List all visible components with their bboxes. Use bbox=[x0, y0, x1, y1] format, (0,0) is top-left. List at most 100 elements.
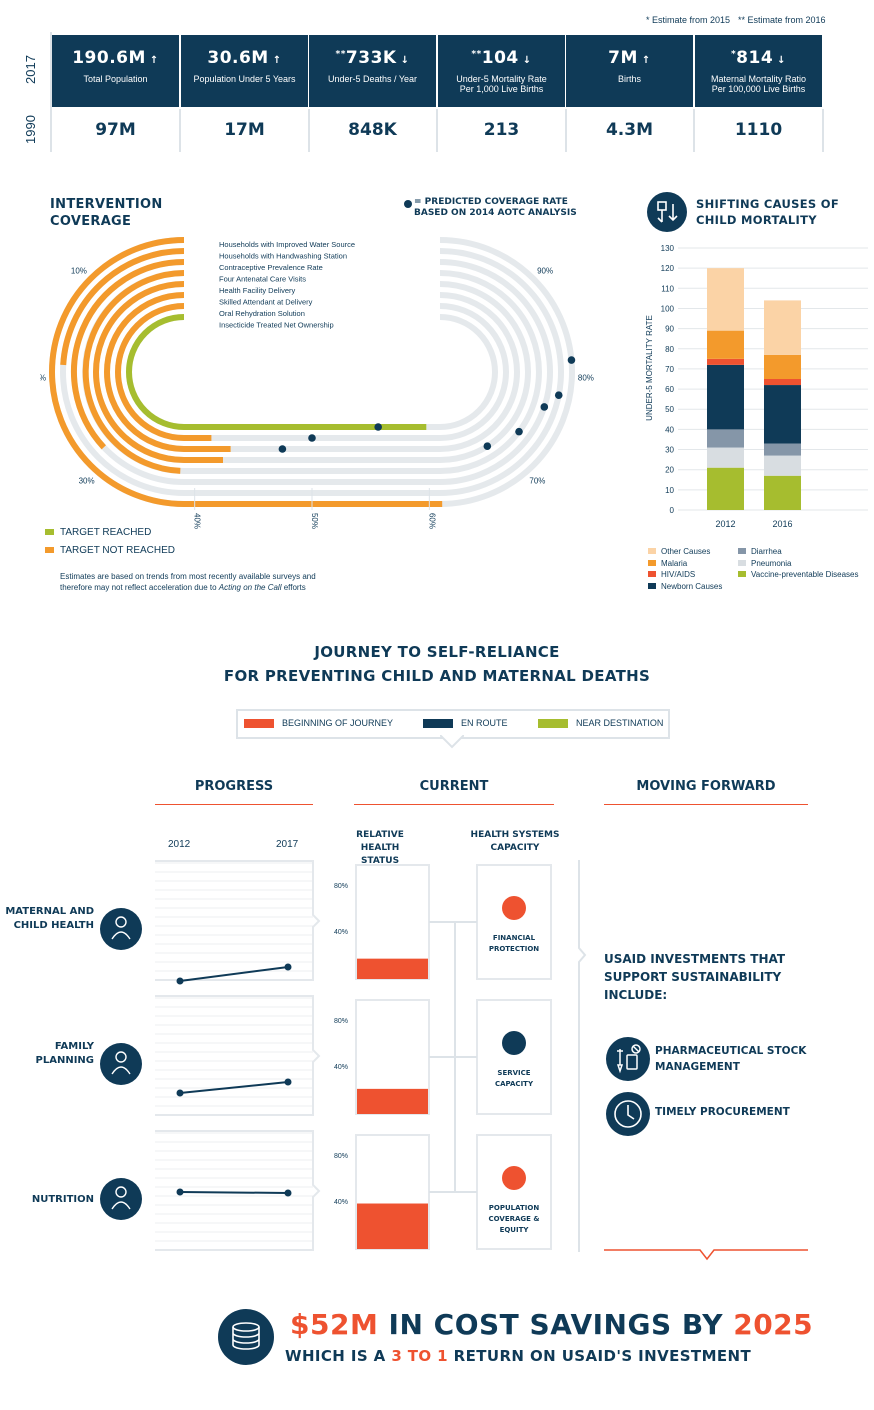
stat-cell-2: **733K ↓ Under-5 Deaths / Year bbox=[309, 35, 436, 107]
stat-1990-value: 1110 bbox=[695, 109, 824, 152]
capacity-label-line: PROTECTION bbox=[488, 945, 540, 953]
coverage-label: Households with Improved Water Source bbox=[219, 240, 355, 249]
mortality-title: SHIFTING CAUSES OF CHILD MORTALITY bbox=[696, 197, 840, 227]
journey-legend-swatch bbox=[244, 719, 274, 729]
coverage-tick: 20% bbox=[40, 373, 46, 382]
family-icon bbox=[100, 1043, 142, 1085]
y-tick: 130 bbox=[661, 244, 675, 253]
progress-point bbox=[176, 1188, 184, 1196]
stat-value-text: 30.6M bbox=[207, 48, 269, 68]
stat-1990-value: 213 bbox=[438, 109, 567, 152]
stat-value-text: 104 bbox=[481, 48, 519, 68]
col-progress: PROGRESS bbox=[194, 779, 274, 794]
predicted-dot bbox=[567, 356, 576, 364]
y-axis-label: UNDER-5 MORTALITY RATE bbox=[645, 315, 654, 421]
journey-legend-label: NEAR DESTINATION bbox=[576, 718, 664, 728]
progress-line bbox=[179, 966, 289, 982]
stats-divider bbox=[50, 32, 52, 152]
stat-cell-1: 30.6M ↑ Population Under 5 Years bbox=[181, 35, 308, 107]
coverage-tick: 50% bbox=[310, 513, 319, 529]
stat-value: 30.6M ↑ bbox=[181, 48, 308, 68]
y-tick: 10 bbox=[665, 486, 674, 495]
progress-point bbox=[176, 977, 184, 985]
status-tick-80: 80% bbox=[334, 883, 348, 890]
col-current: CURRENT bbox=[419, 779, 489, 794]
coverage-label: Health Facility Delivery bbox=[219, 286, 296, 295]
predicted-dot-legend bbox=[404, 200, 412, 208]
year-past: 1990 bbox=[22, 115, 38, 144]
x-tick: 2012 bbox=[715, 519, 735, 529]
coverage-tick: 70% bbox=[529, 477, 545, 486]
stat-value: **104 ↓ bbox=[438, 48, 565, 68]
progress-year-start: 2012 bbox=[168, 839, 191, 850]
legend-swatch bbox=[648, 582, 656, 589]
coverage-tick: 40% bbox=[193, 513, 202, 529]
legend-pointer bbox=[440, 735, 464, 749]
legend-label: Malaria bbox=[661, 558, 688, 568]
legend-swatch bbox=[648, 548, 656, 554]
capacity-indicator bbox=[502, 1031, 526, 1055]
trend-arrow-icon: ↓ bbox=[400, 55, 410, 66]
pharmacy-icon bbox=[606, 1037, 650, 1081]
y-tick: 50 bbox=[665, 405, 674, 414]
progress-point bbox=[284, 963, 292, 971]
sub-health-systems: HEALTH SYSTEMS CAPACITY bbox=[470, 830, 560, 853]
coverage-tick: 30% bbox=[79, 477, 95, 486]
stat-1990-value: 848K bbox=[309, 109, 438, 152]
coverage-tick: 90% bbox=[537, 267, 553, 276]
stat-value: 190.6M ↑ bbox=[52, 48, 179, 68]
stat-estimate-mark: * bbox=[730, 49, 737, 60]
row-label-line: NUTRITION bbox=[31, 1194, 94, 1205]
stat-value-text: 733K bbox=[345, 48, 397, 68]
journey-title: JOURNEY TO SELF-RELIANCE FOR PREVENTING C… bbox=[223, 643, 651, 685]
y-tick: 70 bbox=[665, 365, 674, 374]
legend-target-reached: TARGET REACHED bbox=[45, 527, 151, 538]
journey-grid: 80% 40% 80% 40% 80% 40% bbox=[155, 860, 552, 1251]
journey-legend-item: NEAR DESTINATION bbox=[538, 718, 664, 729]
trend-arrow-icon: ↑ bbox=[272, 55, 282, 66]
savings-subline: WHICH IS A 3 TO 1 RETURN ON USAID'S INVE… bbox=[285, 1347, 752, 1365]
legend-swatch bbox=[738, 548, 746, 554]
trend-arrow-icon: ↓ bbox=[522, 55, 532, 66]
legend-swatch bbox=[738, 571, 746, 577]
stat-1990-value: 97M bbox=[52, 109, 181, 152]
progress-point bbox=[176, 1089, 184, 1097]
status-tick-40: 40% bbox=[334, 929, 348, 936]
stat-label: Under-5 Mortality Rate Per 1,000 Live Bir… bbox=[438, 74, 565, 94]
legend-swatch bbox=[648, 559, 656, 566]
stack-segment bbox=[764, 455, 801, 476]
legend-item: HIV/AIDS bbox=[648, 570, 695, 579]
legend-item: Vaccine-preventable Diseases bbox=[738, 570, 858, 579]
predicted-dot bbox=[515, 427, 523, 436]
stack-segment bbox=[764, 354, 801, 379]
y-tick: 0 bbox=[670, 506, 675, 515]
stat-estimate-mark: ** bbox=[335, 49, 346, 60]
row-label-line: PLANNING bbox=[35, 1055, 94, 1066]
stat-value-text: 7M bbox=[608, 48, 638, 68]
row-label-line: MATERNAL AND bbox=[5, 906, 94, 917]
capacity-box bbox=[476, 864, 552, 980]
moving-forward-panel bbox=[578, 860, 808, 1261]
capacity-label-line: COVERAGE & bbox=[488, 1215, 540, 1223]
coverage-label: Households with Handwashing Station bbox=[219, 252, 347, 261]
stack-segment bbox=[707, 364, 744, 430]
journey-legend: BEGINNING OF JOURNEY EN ROUTE NEAR DESTINA… bbox=[236, 709, 670, 739]
journey-legend-item: EN ROUTE bbox=[423, 718, 508, 729]
stack-segment bbox=[707, 467, 744, 510]
coverage-tick: 80% bbox=[578, 373, 594, 382]
forward-item-pharma: PHARMACEUTICAL STOCK MANAGEMENT bbox=[655, 1045, 807, 1073]
coverage-label: Skilled Attendant at Delivery bbox=[219, 298, 313, 307]
estimate-note-2016: ** Estimate from 2016 bbox=[738, 15, 826, 25]
stat-label-line: Population Under 5 Years bbox=[193, 74, 296, 84]
stat-value: 7M ↑ bbox=[566, 48, 693, 68]
coins-icon bbox=[218, 1309, 274, 1365]
coverage-tick: 60% bbox=[427, 513, 436, 529]
capacity-label: SERVICE CAPACITY bbox=[477, 1068, 551, 1090]
legend-item: Diarrhea bbox=[738, 547, 782, 556]
coverage-bar bbox=[104, 292, 231, 452]
predicted-dot bbox=[278, 445, 287, 453]
stat-cell-0: 190.6M ↑ Total Population bbox=[52, 35, 179, 107]
trend-arrow-icon: ↓ bbox=[777, 55, 787, 66]
capacity-indicator bbox=[502, 896, 526, 920]
x-tick: 2016 bbox=[772, 519, 792, 529]
